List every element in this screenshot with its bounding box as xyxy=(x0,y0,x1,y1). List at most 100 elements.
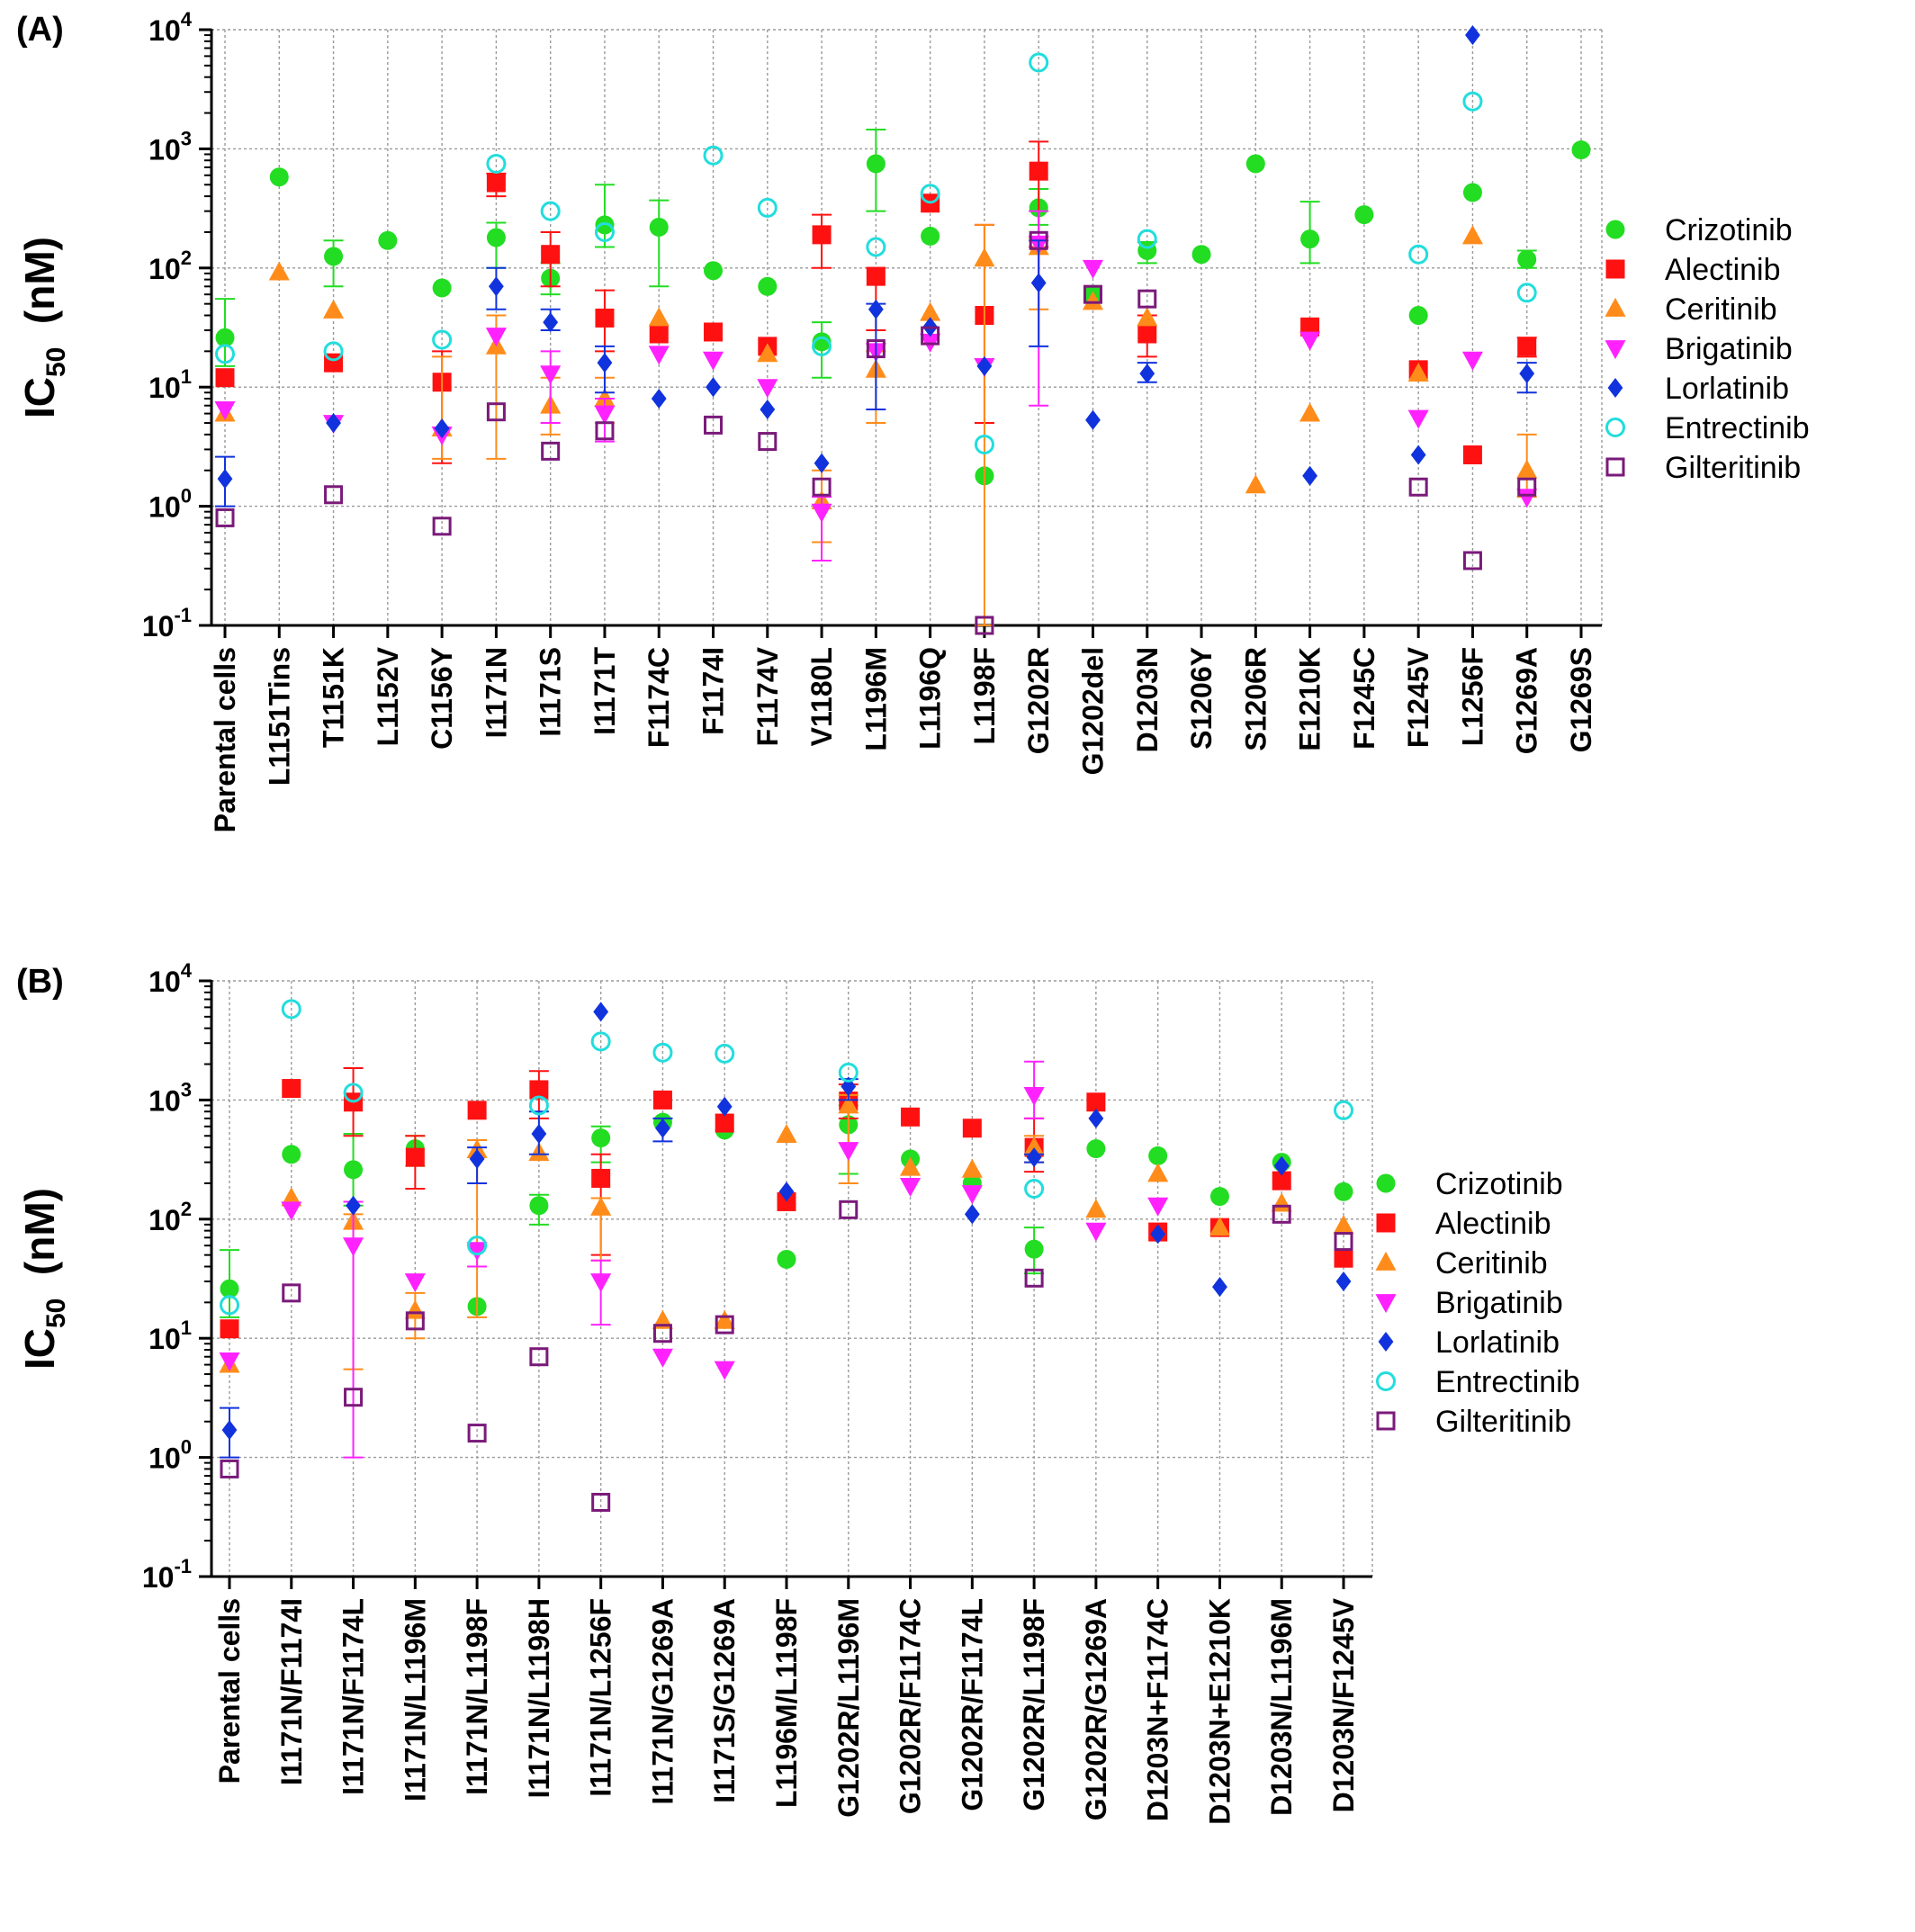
p0-legend-label-ceritinib: Ceritinib xyxy=(1665,292,1777,327)
p1-point-brigatinib-g1202r-f1174c xyxy=(900,1177,922,1197)
p0-point-gilteritinib-parental-cells xyxy=(215,508,235,527)
p0-category-label-v1180l: V1180L xyxy=(805,647,838,746)
p1-point-crizotinib-d1203n-f1174c xyxy=(1148,1146,1168,1165)
p1-point-ceritinib-g1202r-f1174l xyxy=(961,1158,983,1178)
p0-point-alectinib-v1180l xyxy=(812,225,832,245)
p1-point-gilteritinib-d1203n-l1196m xyxy=(1272,1204,1291,1224)
p1-legend-label-lorlatinib: Lorlatinib xyxy=(1435,1325,1560,1360)
p0-point-entrectinib-i1171t xyxy=(594,221,615,242)
p0-point-lorlatinib-f1174v xyxy=(760,399,776,419)
p1-point-entrectinib-d1203n-f1245v xyxy=(1334,1100,1353,1120)
p1-series-entrectinib xyxy=(220,999,1353,1316)
p1-ytick-label-5: 104 xyxy=(148,959,193,998)
p0-point-entrectinib-v1180l xyxy=(812,336,832,356)
p0-point-brigatinib-i1171n xyxy=(485,328,507,347)
p0-point-crizotinib-f1245c xyxy=(1354,205,1374,225)
p0-point-lorlatinib-g1202del xyxy=(1085,409,1101,430)
p1-legend-marker-alectinib xyxy=(1376,1213,1396,1233)
p0-point-brigatinib-l1256f xyxy=(1461,351,1483,371)
p1-point-entrectinib-i1171n-l1198h xyxy=(528,1095,549,1116)
p0-category-label-f1174c: F1174C xyxy=(643,647,675,748)
p0-point-lorlatinib-f1174c xyxy=(651,389,667,409)
p0-point-ceritinib-l1151tins xyxy=(268,261,290,281)
p0-category-label-l1198f: L1198F xyxy=(968,647,1001,745)
p1-point-crizotinib-g1202r-l1198f xyxy=(1024,1239,1044,1259)
p1-y-axis-ticks: 10-1 100 101 102 103 104 xyxy=(142,959,211,1594)
p0-category-label-f1174i: F1174I xyxy=(697,647,730,735)
p1-point-lorlatinib-g1202r-f1174l xyxy=(964,1204,980,1225)
p0-point-crizotinib-g1269s xyxy=(1571,140,1591,160)
p0-point-brigatinib-parental-cells xyxy=(214,401,236,421)
p0-point-entrectinib-g1269a xyxy=(1516,283,1537,303)
p0-point-gilteritinib-f1245v xyxy=(1408,477,1428,497)
p0-point-crizotinib-l1196q xyxy=(921,226,940,246)
p0-point-brigatinib-i1171s xyxy=(540,365,562,385)
p1-legend-label-alectinib: Alectinib xyxy=(1435,1207,1551,1241)
p1-legend-marker-brigatinib xyxy=(1375,1294,1397,1314)
p0-category-label-c1156y: C1156Y xyxy=(426,647,458,750)
p1-category-label-i1171n-f1174i: I1171N/F1174I xyxy=(275,1598,308,1785)
p1-point-lorlatinib-l1196m-l1198f xyxy=(778,1182,795,1202)
p0-point-alectinib-l1256f xyxy=(1462,445,1482,464)
p1-category-label-g1202r-g1269a: G1202R/G1269A xyxy=(1080,1598,1112,1820)
p0-point-alectinib-i1171n xyxy=(486,173,506,193)
p1-point-gilteritinib-i1171n-f1174l xyxy=(344,1388,364,1407)
p1-point-gilteritinib-i1171n-l1198f xyxy=(467,1424,487,1443)
p0-point-gilteritinib-g1269a xyxy=(1517,477,1537,497)
p0-point-lorlatinib-l1198f xyxy=(976,355,993,376)
p1-point-gilteritinib-i1171n-l1198h xyxy=(529,1347,549,1367)
p1-point-ceritinib-i1171s-g1269a xyxy=(714,1309,735,1329)
p0-point-entrectinib-l1256f xyxy=(1462,91,1483,112)
p1-point-lorlatinib-d1203n-f1245v xyxy=(1335,1272,1352,1292)
p0-point-ceritinib-g1202del xyxy=(1082,291,1104,310)
p1-point-crizotinib-parental-cells xyxy=(220,1279,239,1298)
p1-point-ceritinib-g1202r-l1198f xyxy=(1023,1137,1045,1156)
p1-point-ceritinib-d1203n-f1174c xyxy=(1147,1163,1169,1182)
p1-point-ceritinib-d1203n-f1245v xyxy=(1333,1215,1354,1235)
p0-point-alectinib-f1174c xyxy=(649,324,669,344)
p1-point-brigatinib-g1202r-l1198f xyxy=(1023,1086,1045,1106)
p0-point-ceritinib-l1256f xyxy=(1461,225,1483,245)
p1-gridlines xyxy=(211,980,1373,1577)
p0-ytick-label-1: 100 xyxy=(148,485,192,524)
p0-point-ceritinib-s1206r xyxy=(1245,474,1266,494)
p0-point-entrectinib-parental-cells xyxy=(215,344,235,364)
p1-point-lorlatinib-i1171n-l1198h xyxy=(531,1123,547,1145)
p0-point-lorlatinib-i1171t xyxy=(597,353,613,373)
p0-y-axis-label: IC50 (nM) xyxy=(16,237,71,418)
p1-point-lorlatinib-g1202r-l1198f xyxy=(1026,1147,1042,1168)
p1-category-label-d1203n-f1174c: D1203N+F1174C xyxy=(1142,1598,1174,1821)
p0-point-brigatinib-e1210k xyxy=(1299,331,1321,351)
p0-point-crizotinib-i1171n xyxy=(486,228,506,247)
p1-point-alectinib-g1202r-f1174c xyxy=(901,1107,921,1127)
p0-category-label-g1269a: G1269A xyxy=(1511,647,1543,754)
p0-point-gilteritinib-g1202r xyxy=(1029,230,1048,250)
panel-a: (A) 10-1 100 101 102 103 104 IC50 (nM) Parental … xyxy=(16,8,1810,832)
p1-point-lorlatinib-i1171s-g1269a xyxy=(716,1096,733,1117)
p1-category-label-i1171s-g1269a: I1171S/G1269A xyxy=(708,1598,741,1803)
p0-point-entrectinib-i1171n xyxy=(486,153,507,174)
p0-series-entrectinib xyxy=(215,52,1537,454)
p0-legend-marker-lorlatinib xyxy=(1607,377,1623,399)
p1-point-alectinib-i1171n-l1198h xyxy=(529,1080,549,1100)
p1-point-brigatinib-i1171n-l1196m xyxy=(404,1273,426,1293)
p1-point-crizotinib-d1203n-e1210k xyxy=(1209,1187,1229,1207)
p0-point-alectinib-f1174i xyxy=(704,322,724,342)
p0-point-brigatinib-g1202del xyxy=(1082,259,1104,279)
p0-point-entrectinib-i1171s xyxy=(540,201,561,221)
p0-ytick-label-3: 102 xyxy=(148,247,192,285)
p0-point-lorlatinib-l1256f xyxy=(1465,25,1480,46)
p0-legend-label-crizotinib: Crizotinib xyxy=(1665,213,1793,247)
p0-x-axis-categories: Parental cells L1151Tins T1151K L1152V C1156… xyxy=(209,625,1597,832)
p1-point-lorlatinib-d1203n-e1210k xyxy=(1212,1277,1227,1298)
p1-category-label-parental-cells: Parental cells xyxy=(213,1598,246,1784)
p1-category-label-g1202r-f1174c: G1202R/F1174C xyxy=(895,1598,927,1814)
p0-point-gilteritinib-c1156y xyxy=(432,517,452,536)
p0-ytick-label-4: 103 xyxy=(148,127,192,166)
p0-point-gilteritinib-f1174v xyxy=(758,432,778,452)
p0-category-label-l1151tins: L1151Tins xyxy=(263,647,295,786)
p0-point-gilteritinib-d1203n xyxy=(1137,289,1157,309)
p1-legend-label-gilteritinib: Gilteritinib xyxy=(1435,1405,1571,1439)
p1-point-entrectinib-i1171n-f1174i xyxy=(281,999,301,1020)
p1-point-gilteritinib-d1203n-f1245v xyxy=(1334,1232,1353,1252)
